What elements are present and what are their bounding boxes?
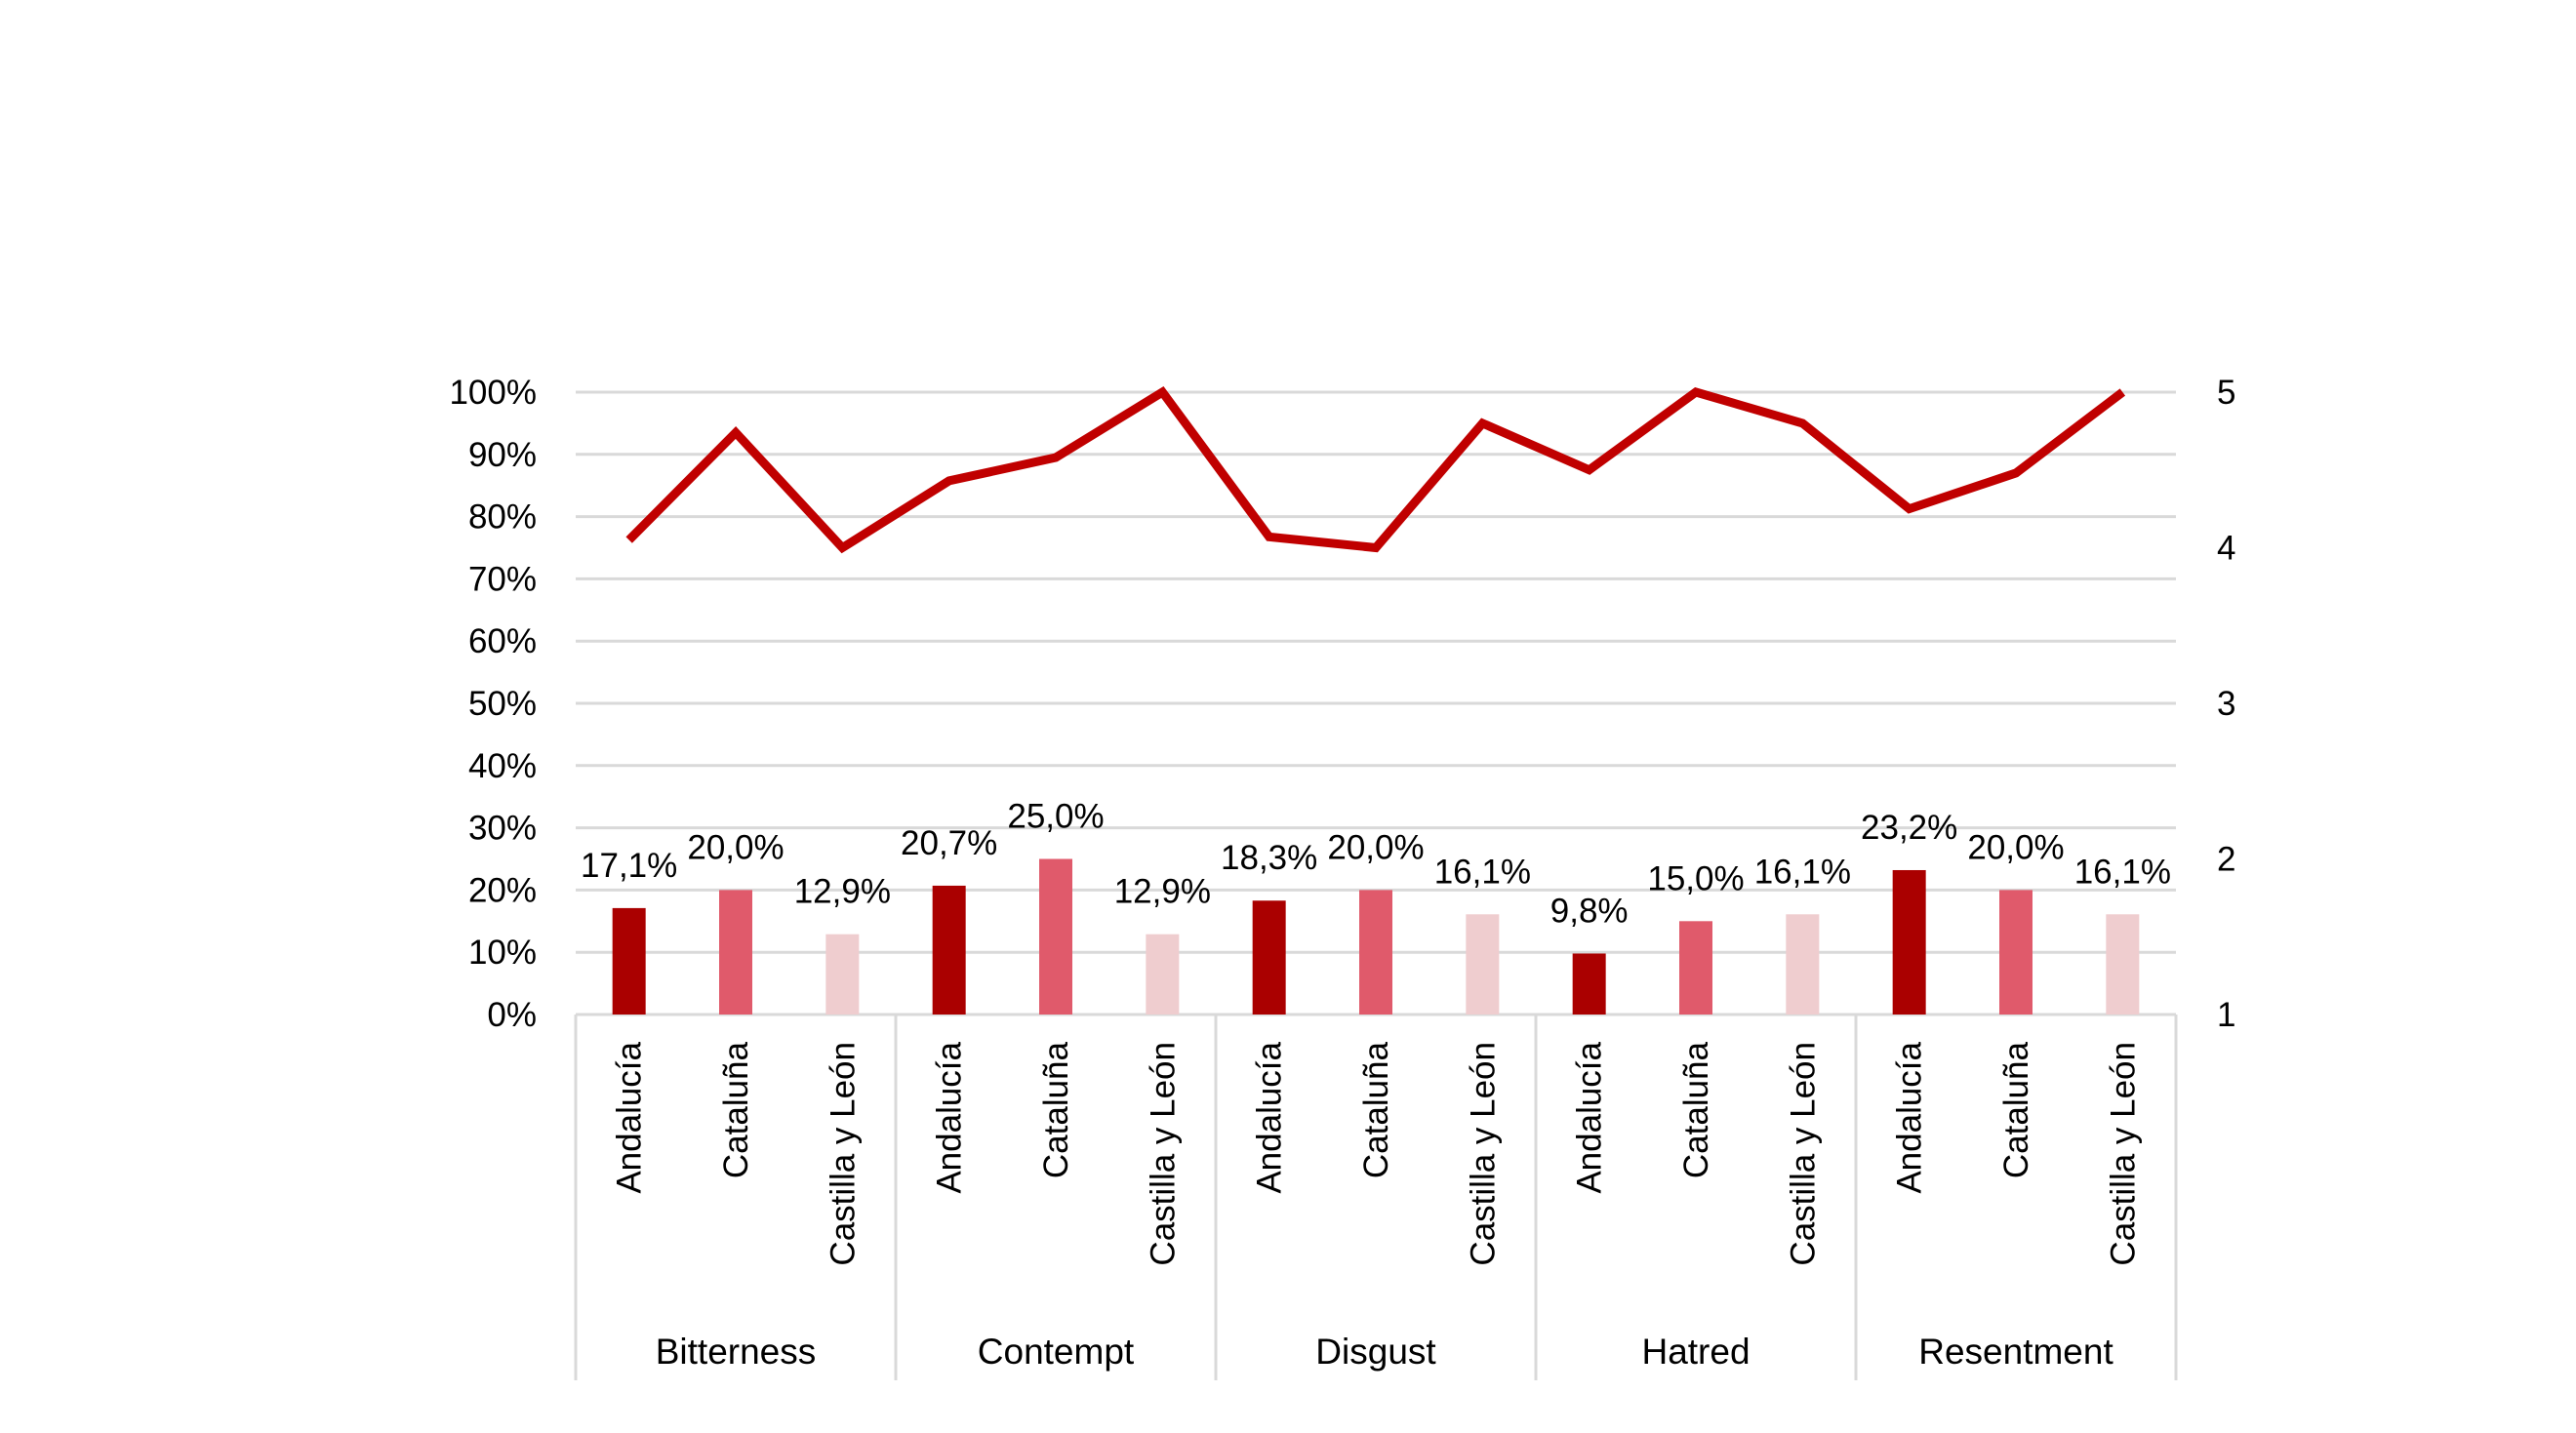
bar bbox=[1466, 914, 1500, 1015]
bar bbox=[2106, 914, 2140, 1015]
bar-data-label: 16,1% bbox=[1754, 853, 1851, 891]
left-tick-label: 90% bbox=[468, 436, 537, 474]
bar bbox=[1252, 900, 1286, 1015]
left-tick-label: 70% bbox=[468, 560, 537, 598]
category-label: Andalucía bbox=[611, 1041, 649, 1193]
category-label: Andalucía bbox=[1891, 1041, 1929, 1193]
bar bbox=[719, 890, 752, 1015]
category-label: Cataluña bbox=[1357, 1041, 1395, 1178]
group-label: Disgust bbox=[1315, 1332, 1436, 1372]
bar bbox=[612, 907, 646, 1015]
right-tick-label: 4 bbox=[2217, 530, 2235, 568]
right-tick-label: 3 bbox=[2217, 685, 2235, 723]
left-axis-ticks: 0% 10% 20% 30% 40% 50% 60% 70% 80% 90% 100% bbox=[449, 374, 537, 1034]
bar bbox=[1892, 869, 1926, 1015]
bar bbox=[1786, 914, 1820, 1015]
category-label: Andalucía bbox=[1251, 1041, 1289, 1193]
bar-data-label: 16,1% bbox=[1434, 853, 1531, 891]
right-tick-label: 2 bbox=[2217, 841, 2235, 879]
bar bbox=[1572, 953, 1606, 1015]
category-label: Castilla y León bbox=[1144, 1042, 1182, 1266]
bar-data-label: 20,0% bbox=[1967, 828, 2064, 866]
bar bbox=[1359, 890, 1392, 1015]
bar-data-label: 9,8% bbox=[1550, 892, 1629, 930]
category-label: Castilla y León bbox=[1784, 1042, 1822, 1266]
left-tick-label: 100% bbox=[449, 374, 537, 412]
bar-data-label: 16,1% bbox=[2074, 853, 2171, 891]
left-tick-label: 80% bbox=[468, 498, 537, 537]
line-series-path bbox=[625, 386, 2126, 554]
bar-data-label: 20,0% bbox=[1327, 828, 1424, 866]
category-label: Andalucía bbox=[1571, 1041, 1609, 1193]
bar bbox=[825, 934, 860, 1015]
left-tick-label: 0% bbox=[487, 996, 537, 1034]
category-label: Cataluña bbox=[1677, 1041, 1715, 1178]
left-tick-label: 20% bbox=[468, 871, 537, 909]
right-tick-label: 1 bbox=[2217, 996, 2235, 1034]
bar-data-label: 20,0% bbox=[687, 828, 784, 866]
left-tick-label: 40% bbox=[468, 747, 537, 785]
bar bbox=[1999, 890, 2033, 1015]
group-label: Resentment bbox=[1918, 1332, 2113, 1372]
left-tick-label: 30% bbox=[468, 810, 537, 848]
group-label: Bitterness bbox=[656, 1332, 817, 1372]
bar bbox=[1039, 858, 1072, 1015]
category-label: Castilla y León bbox=[1464, 1042, 1502, 1266]
bar-data-label: 12,9% bbox=[794, 873, 891, 911]
bar-data-label: 12,9% bbox=[1114, 873, 1211, 911]
category-axis: Andalucía Cataluña Castilla y León Bitterne… bbox=[574, 1015, 2178, 1380]
bar-data-label: 15,0% bbox=[1647, 859, 1744, 897]
category-label: Andalucía bbox=[931, 1041, 969, 1193]
bar-data-labels: 17,1% 20,0% 12,9% 20,7% 25,0% 12,9% 18,3% 20,0%… bbox=[581, 798, 2171, 931]
right-tick-label: 5 bbox=[2217, 374, 2235, 412]
group-label: Contempt bbox=[978, 1332, 1135, 1372]
category-label: Castilla y León bbox=[2104, 1042, 2142, 1266]
bar-data-label: 17,1% bbox=[581, 847, 677, 885]
bar-data-label: 20,7% bbox=[901, 824, 997, 862]
category-label: Cataluña bbox=[1037, 1041, 1075, 1178]
category-label: Cataluña bbox=[1997, 1041, 2035, 1178]
bar-data-label: 23,2% bbox=[1861, 809, 1957, 847]
bar-data-label: 25,0% bbox=[1007, 798, 1104, 836]
category-label: Cataluña bbox=[717, 1041, 755, 1178]
bar bbox=[932, 885, 966, 1015]
bar-series bbox=[612, 858, 2140, 1015]
category-label: Castilla y León bbox=[824, 1042, 862, 1266]
bar bbox=[1146, 934, 1180, 1015]
group-label: Hatred bbox=[1641, 1332, 1750, 1372]
right-axis-ticks: 1 2 3 4 5 bbox=[2217, 374, 2235, 1034]
bar-data-label: 18,3% bbox=[1221, 839, 1317, 877]
left-tick-label: 10% bbox=[468, 934, 537, 972]
left-tick-label: 60% bbox=[468, 622, 537, 660]
line-series bbox=[625, 386, 2126, 554]
left-tick-label: 50% bbox=[468, 685, 537, 723]
bar bbox=[1679, 921, 1712, 1015]
